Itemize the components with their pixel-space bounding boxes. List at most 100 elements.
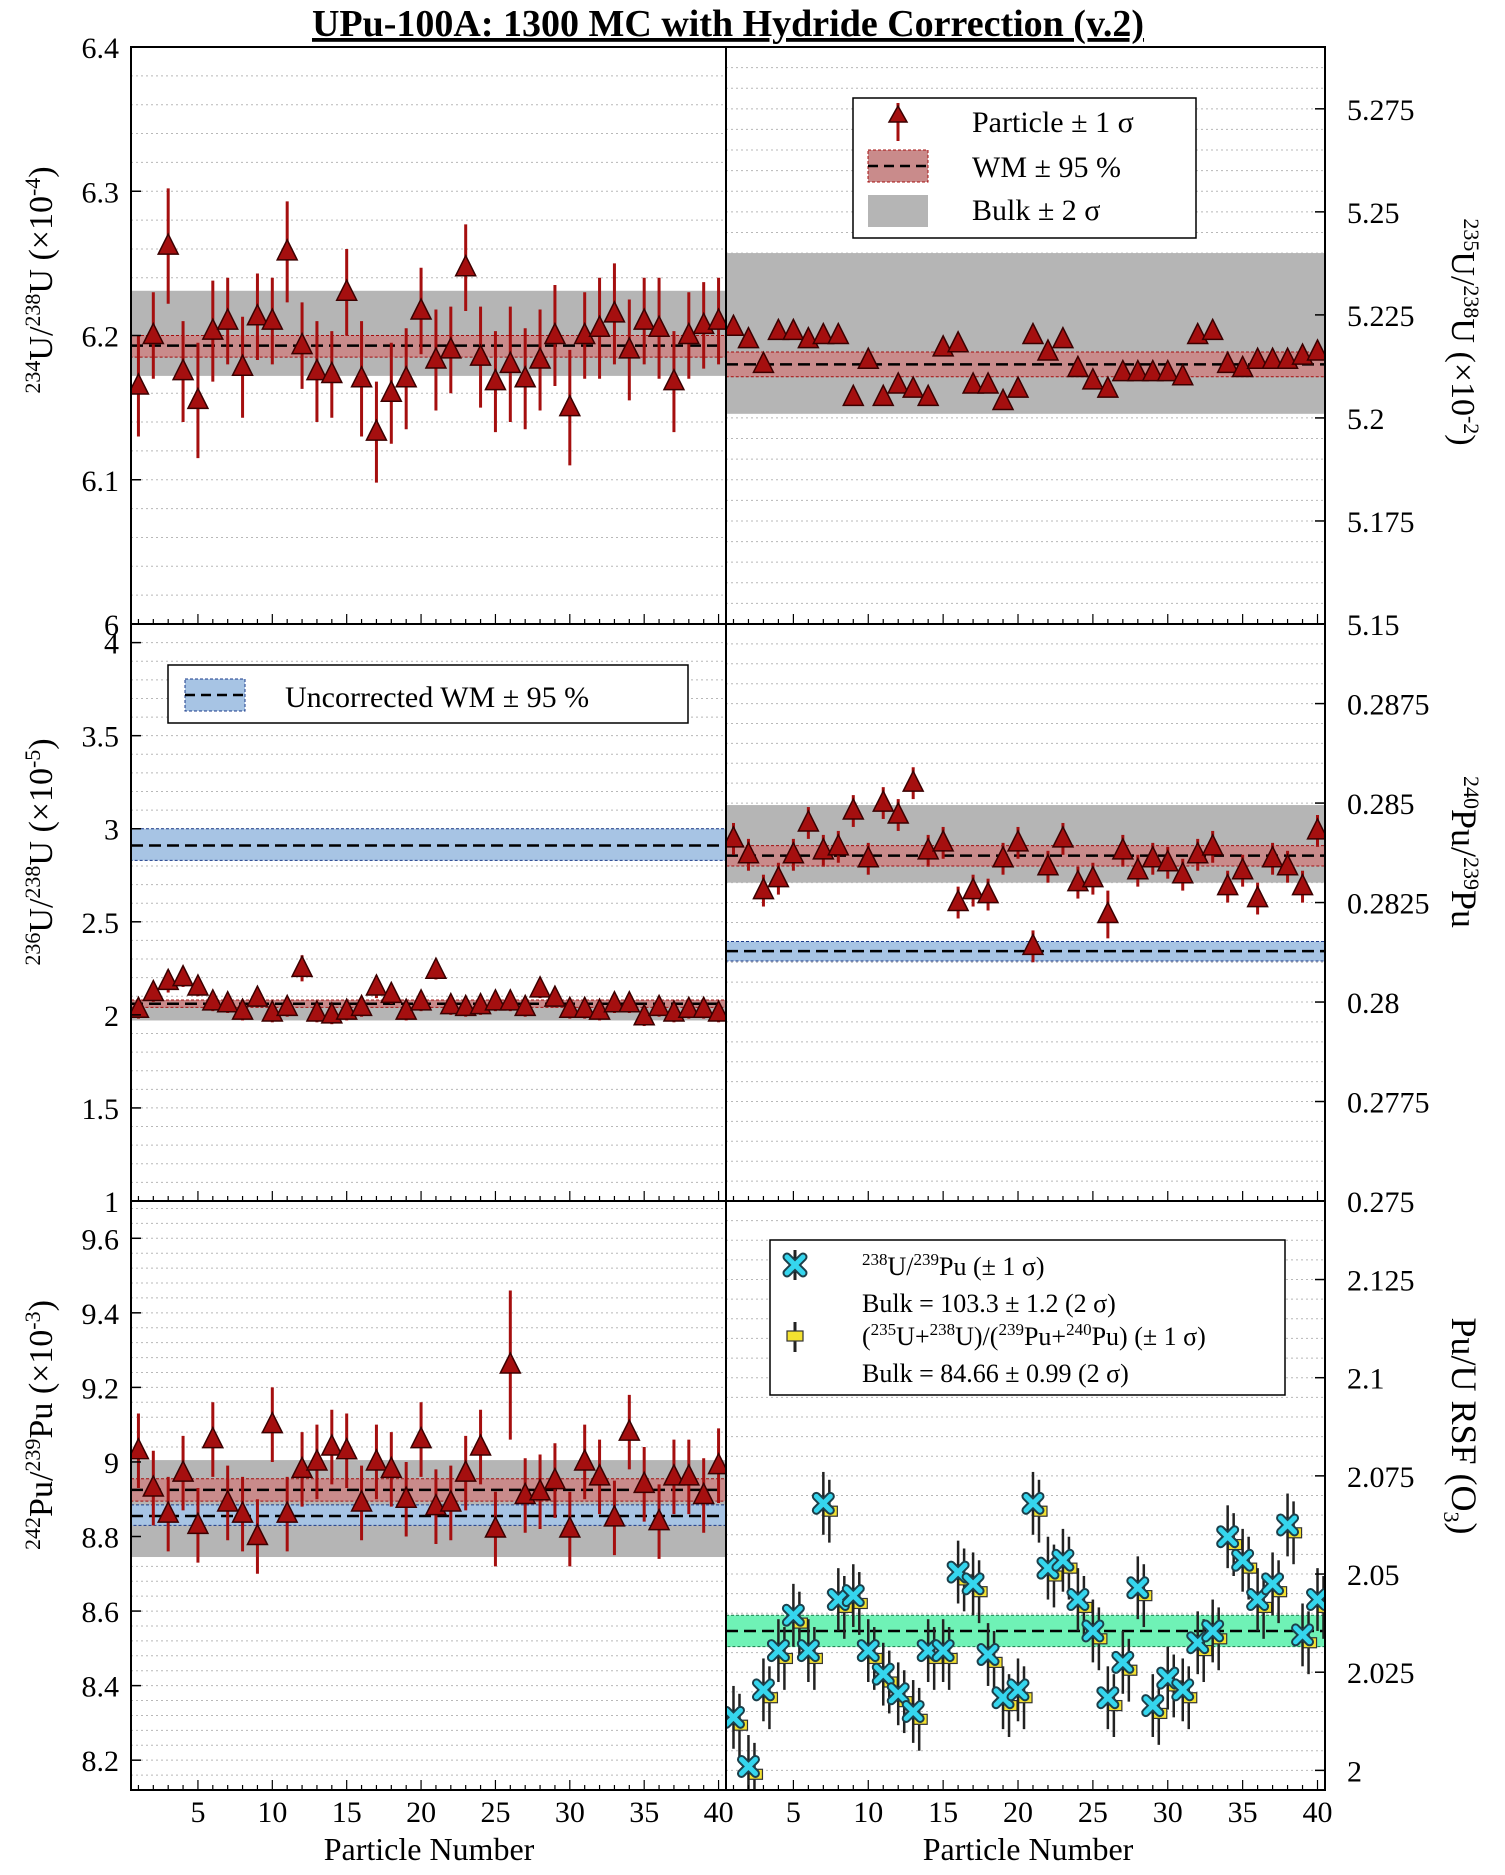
- data-point: [1246, 884, 1269, 908]
- data-point: [1096, 900, 1120, 924]
- data-point: [484, 988, 507, 1011]
- y-tick-label: 5.225: [1347, 300, 1415, 333]
- data-point: [320, 360, 344, 384]
- data-point: [1021, 321, 1045, 345]
- data-point: [588, 997, 611, 1020]
- data-point: [573, 995, 596, 1019]
- data-point: [454, 1459, 477, 1482]
- x-tick-label: 35: [1228, 1796, 1258, 1829]
- data-point: [692, 995, 715, 1019]
- data-point: [558, 393, 582, 417]
- series1-point: [1218, 1527, 1238, 1547]
- data-point: [872, 789, 895, 812]
- series1-point: [768, 1641, 788, 1661]
- data-point: [439, 991, 463, 1015]
- series1-point: [1053, 1550, 1073, 1570]
- ylabel-pu242: 242Pu/239Pu (×10-3): [20, 1300, 60, 1550]
- panel-u235: 5.15 5.175 5.2 5.225 5.25 5.275: [725, 46, 1415, 642]
- series1-point: [813, 1493, 833, 1513]
- series1-point: [726, 1707, 743, 1727]
- data-point: [513, 365, 537, 388]
- data-point: [186, 973, 210, 996]
- data-point: [1051, 825, 1075, 848]
- figure-title: UPu-100A: 1300 MC with Hydride Correctio…: [312, 3, 1144, 45]
- data-point: [1306, 817, 1325, 840]
- data-point: [216, 1489, 239, 1512]
- y-tick-label: 8.6: [82, 1596, 120, 1629]
- data-point: [171, 963, 195, 987]
- ylabel-rsf: Pu/U RSF (O3): [1439, 1317, 1484, 1534]
- data-point: [469, 343, 492, 366]
- y-tick-label: 5.175: [1347, 506, 1415, 539]
- data-point: [1036, 338, 1060, 361]
- data-point: [365, 1448, 388, 1471]
- panel-rsf: 2 2.025 2.05 2.075 2.1 2.125 5 10 15 20 25 30 35 40: [725, 1200, 1415, 1829]
- data-point: [782, 317, 805, 341]
- data-point: [588, 314, 611, 338]
- data-point: [1141, 845, 1165, 868]
- data-point: [528, 975, 552, 998]
- data-point: [350, 993, 373, 1017]
- y-tick-label: 0.2825: [1347, 888, 1430, 921]
- y-tick-label: 5.25: [1347, 197, 1400, 230]
- data-point: [350, 365, 373, 388]
- x-tick-label: 5: [786, 1796, 801, 1829]
- series1-point: [1113, 1652, 1133, 1672]
- series1-point: [1008, 1680, 1028, 1700]
- xlabel-left: Particle Number: [324, 1831, 535, 1867]
- data-point: [543, 984, 567, 1007]
- y-tick-label: 1: [104, 1186, 119, 1219]
- series1-point: [753, 1680, 773, 1700]
- series1-point: [1248, 1590, 1268, 1610]
- data-point: [647, 314, 671, 338]
- data-point: [603, 1504, 626, 1527]
- data-point: [991, 845, 1015, 868]
- data-point: [513, 993, 537, 1017]
- series1-point: [1098, 1688, 1118, 1708]
- y-tick-label: 9.6: [82, 1223, 120, 1256]
- series1-point: [1173, 1680, 1193, 1700]
- y-tick-label: 2.075: [1347, 1461, 1415, 1494]
- y-tick-label: 6.4: [82, 32, 120, 65]
- data-point: [901, 375, 925, 398]
- data-point: [842, 383, 865, 407]
- data-point: [1051, 325, 1075, 349]
- data-point: [275, 1500, 299, 1523]
- data-point: [290, 1455, 314, 1479]
- data-point: [528, 346, 552, 369]
- data-point: [842, 797, 865, 820]
- panel-u236: 1 1.5 2 2.5 3 3.5 4: [82, 623, 727, 1219]
- y-tick-label: 3: [104, 814, 119, 847]
- series1-point: [1083, 1621, 1103, 1641]
- data-point: [142, 321, 165, 345]
- data-point: [558, 995, 582, 1019]
- data-point: [216, 307, 239, 330]
- data-point: [1111, 358, 1135, 382]
- data-point: [737, 325, 760, 349]
- legend-uncorrected: Uncorrected WM ± 95 %: [167, 664, 689, 724]
- data-point: [216, 990, 239, 1013]
- y-tick-label: 2.1: [1347, 1363, 1385, 1396]
- y-tick-label: 8.8: [82, 1522, 120, 1555]
- data-point: [603, 300, 626, 323]
- y-tick-label: 6.2: [82, 321, 120, 354]
- data-point: [142, 978, 165, 1002]
- data-point: [991, 387, 1015, 411]
- legend-particle-label: Particle ± 1 σ: [972, 106, 1134, 139]
- series1-point: [1023, 1493, 1043, 1513]
- series1-point: [993, 1688, 1013, 1708]
- data-point: [231, 353, 254, 376]
- series1-point: [798, 1641, 818, 1661]
- data-point: [1291, 872, 1314, 896]
- data-point: [171, 357, 195, 381]
- data-point: [726, 825, 745, 848]
- data-point: [528, 1478, 552, 1501]
- data-point: [857, 845, 880, 868]
- y-tick-label: 9.4: [82, 1298, 120, 1331]
- data-point: [543, 321, 567, 345]
- data-point: [886, 371, 910, 394]
- data-point: [131, 1437, 150, 1460]
- data-point: [1306, 338, 1325, 361]
- data-point: [1156, 358, 1179, 382]
- data-point: [558, 1515, 582, 1538]
